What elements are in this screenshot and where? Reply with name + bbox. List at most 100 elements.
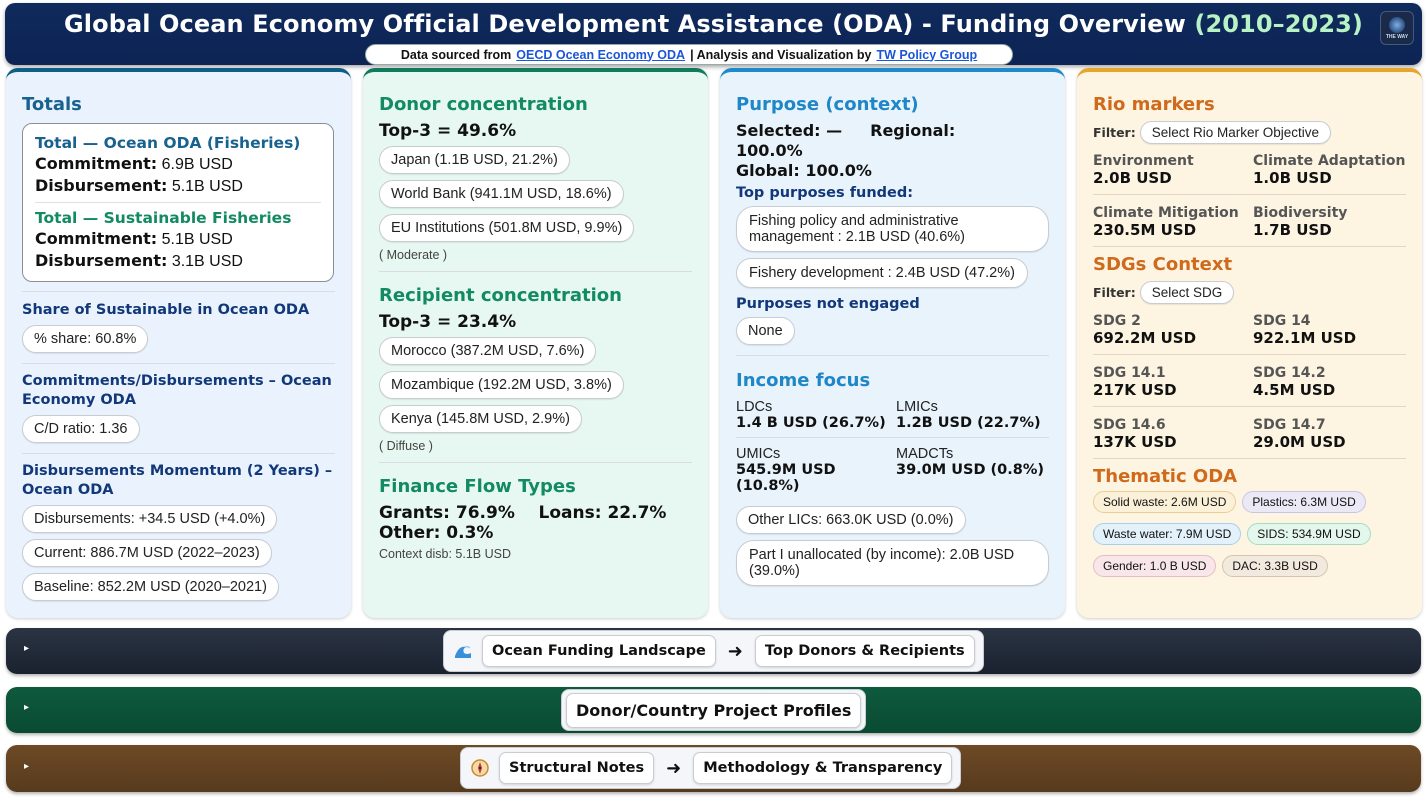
sdg-cell: SDG 14 922.1M USD — [1253, 310, 1406, 355]
momentum-disbursements-pill: Disbursements: +34.5 USD (+4.0%) — [22, 505, 278, 533]
flows-other: Other: 0.3% — [379, 523, 494, 543]
landscape-nav-group: Ocean Funding Landscape ➜ Top Donors & R… — [443, 630, 984, 672]
sdg-value: 4.5M USD — [1253, 381, 1336, 399]
sustainable-disbursement-value: 3.1B USD — [171, 253, 243, 270]
title-years: (2010–2023) — [1194, 10, 1364, 38]
sdg-grid: SDG 2 692.2M USD SDG 14 922.1M USD SDG 14.… — [1093, 310, 1406, 466]
thematic-chips: Solid waste: 2.6M USD Plastics: 6.3M USD W… — [1093, 491, 1411, 577]
rio-filter-select[interactable]: Select Rio Marker Objective — [1139, 121, 1332, 144]
logo-globe-icon — [1389, 16, 1405, 33]
donor-item: Japan (1.1B USD, 21.2%) — [379, 146, 570, 174]
sdg-filter-select[interactable]: Select SDG — [1139, 281, 1235, 304]
ocean-disbursement-row: Disbursement: 5.1B USD — [35, 176, 321, 196]
ocean-commitment-value: 6.9B USD — [161, 156, 233, 173]
flows-loans: Loans: 22.7% — [538, 503, 667, 523]
cd-ratio-title: Commitments/Disbursements – Ocean Econom… — [22, 373, 332, 408]
not-engaged-item: None — [736, 317, 795, 345]
expand-toggle-icon[interactable]: ▸ — [24, 761, 30, 772]
thematic-chip: Waste water: 7.9M USD — [1093, 523, 1242, 545]
expand-toggle-icon[interactable]: ▸ — [24, 643, 30, 654]
sdg-label: SDG 14.2 — [1253, 365, 1326, 381]
income-value: 1.4 B USD (26.7%) — [736, 415, 886, 431]
thematic-chip: Solid waste: 2.6M USD — [1093, 491, 1237, 513]
income-label: MADCTs — [896, 446, 954, 462]
ocean-funding-landscape-button[interactable]: Ocean Funding Landscape — [482, 635, 716, 667]
purpose-selected: Selected: — — [736, 121, 843, 140]
header-banner: Global Ocean Economy Official Developmen… — [5, 3, 1422, 65]
logo-text: THE WAY — [1385, 33, 1409, 40]
donor-title: Donor concentration — [379, 94, 588, 115]
rio-filter-label: Filter: — [1093, 125, 1136, 140]
divider — [379, 462, 692, 463]
momentum-current-pill: Current: 886.7M USD (2022–2023) — [22, 539, 272, 567]
income-cell: LMICs 1.2B USD (22.7%) — [896, 397, 1049, 438]
income-label: LMICs — [896, 399, 938, 415]
donor-top3: Top-3 = 49.6% — [379, 121, 517, 141]
recipient-item: Kenya (145.8M USD, 2.9%) — [379, 405, 582, 433]
purpose-selection: Selected: — Regional: 100.0% — [736, 121, 1049, 161]
top-donors-recipients-button[interactable]: Top Donors & Recipients — [754, 635, 975, 667]
sdg-value: 29.0M USD — [1253, 433, 1346, 451]
donor-country-profiles-button[interactable]: Donor/Country Project Profiles — [566, 692, 862, 728]
cd-ratio-pill: C/D ratio: 1.36 — [22, 415, 140, 443]
sdg-value: 922.1M USD — [1253, 329, 1357, 347]
thematic-chip: Gender: 1.0 B USD — [1093, 555, 1217, 577]
sdg-cell: SDG 2 692.2M USD — [1093, 310, 1253, 355]
ocean-disbursement-label: Disbursement: — [35, 176, 168, 195]
ocean-total-title: Total — Ocean ODA (Fisheries) — [35, 134, 301, 152]
purpose-regional: Regional: 100.0% — [736, 121, 956, 160]
structural-notes-button[interactable]: Structural Notes — [499, 752, 655, 784]
rio-filter: Filter: Select Rio Marker Objective — [1093, 121, 1406, 144]
top-purposes-heading: Top purposes funded: — [736, 185, 914, 201]
income-value: 1.2B USD (22.7%) — [896, 415, 1041, 431]
donor-item: EU Institutions (501.8M USD, 9.9%) — [379, 214, 635, 242]
compass-icon — [469, 757, 491, 779]
source-link[interactable]: OECD Ocean Economy ODA — [516, 47, 686, 62]
income-value: 39.0M USD (0.8%) — [896, 462, 1045, 478]
ocean-disbursement-value: 5.1B USD — [171, 178, 243, 195]
recipient-top3: Top-3 = 23.4% — [379, 312, 517, 332]
rio-label: Climate Adaptation — [1253, 153, 1406, 169]
sdg-label: SDG 14.6 — [1093, 417, 1166, 433]
analysis-link[interactable]: TW Policy Group — [876, 47, 978, 62]
sdg-label: SDG 14.1 — [1093, 365, 1166, 381]
sdg-label: SDG 14 — [1253, 313, 1311, 329]
source-prefix: Data sourced from — [400, 47, 512, 62]
thematic-chip: SIDS: 534.9M USD — [1247, 523, 1371, 545]
ocean-commitment-label: Commitment: — [35, 154, 158, 173]
donor-note: ( Moderate ) — [379, 248, 448, 262]
donor-item: World Bank (941.1M USD, 18.6%) — [379, 180, 624, 208]
source-bar: Data sourced from OECD Ocean Economy ODA… — [365, 44, 1013, 65]
arrow-right-icon: ➜ — [727, 640, 743, 661]
rio-cell: Climate Adaptation 1.0B USD — [1253, 150, 1406, 195]
sdg-label: SDG 2 — [1093, 313, 1141, 329]
profiles-bar: ▸ Donor/Country Project Profiles — [6, 687, 1421, 733]
notes-nav-group: Structural Notes ➜ Methodology & Transpa… — [460, 747, 962, 789]
brand-logo: THE WAY — [1380, 11, 1414, 45]
page-title: Global Ocean Economy Official Developmen… — [5, 10, 1422, 38]
sdg-cell: SDG 14.6 137K USD — [1093, 414, 1253, 459]
totals-box: Total — Ocean ODA (Fisheries) Commitment… — [22, 123, 334, 282]
sdg-filter-label: Filter: — [1093, 285, 1136, 300]
sustainable-disbursement-label: Disbursement: — [35, 251, 168, 270]
landscape-bar: ▸ Ocean Funding Landscape ➜ Top Donors &… — [6, 628, 1421, 674]
sustainable-commitment-value: 5.1B USD — [161, 231, 233, 248]
analysis-prefix: | Analysis and Visualization by — [690, 47, 872, 62]
flows-title: Finance Flow Types — [379, 476, 576, 497]
income-value: 545.9M USD (10.8%) — [736, 462, 836, 494]
sustainable-total-title: Total — Sustainable Fisheries — [35, 209, 292, 227]
divider — [22, 291, 335, 292]
rio-label: Environment — [1093, 153, 1194, 169]
sdg-label: SDG 14.7 — [1253, 417, 1326, 433]
income-label: UMICs — [736, 446, 781, 462]
title-text: Global Ocean Economy Official Developmen… — [63, 10, 1186, 38]
thematic-chip: Plastics: 6.3M USD — [1242, 491, 1366, 513]
methodology-transparency-button[interactable]: Methodology & Transparency — [693, 752, 953, 784]
rio-value: 2.0B USD — [1093, 169, 1172, 187]
sdgs-title: SDGs Context — [1093, 254, 1233, 275]
recipient-item: Morocco (387.2M USD, 7.6%) — [379, 337, 597, 365]
rio-value: 230.5M USD — [1093, 221, 1197, 239]
momentum-title: Disbursements Momentum (2 Years) – Ocean… — [22, 463, 333, 498]
expand-toggle-icon[interactable]: ▸ — [24, 702, 30, 713]
rio-value: 1.0B USD — [1253, 169, 1332, 187]
